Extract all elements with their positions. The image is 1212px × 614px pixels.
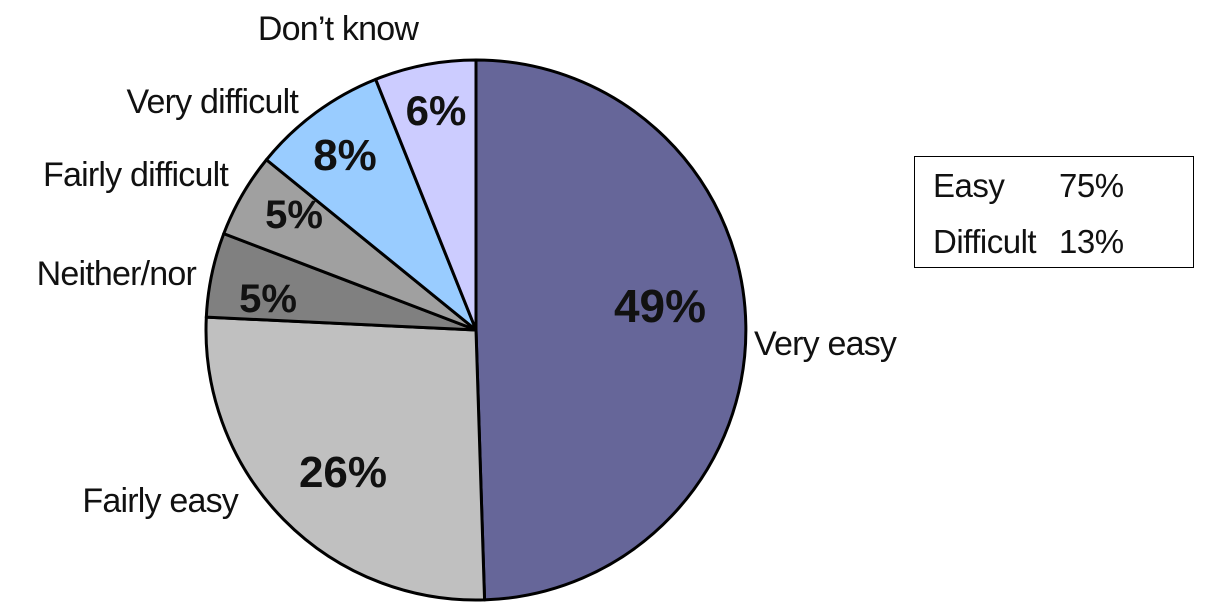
pie-slice-fairly-easy (204, 315, 487, 602)
summary-box: Easy 75% Difficult 13% (914, 156, 1194, 268)
pie-slice-don-t-know (374, 58, 478, 332)
category-labels: Very easy Fairly easy Neither/nor Fairly di… (37, 10, 898, 520)
pie-category-label-fairly-easy: Fairly easy (82, 482, 238, 520)
pie-slice-very-easy (474, 58, 748, 602)
pie-percent-label-very-difficult: 8% (313, 131, 377, 180)
summary-label: Easy (933, 167, 1005, 204)
pie-percent-label-don-t-know: 6% (406, 87, 467, 134)
summary-row-easy: Easy 75% (933, 167, 1124, 205)
pie-percent-label-neither-nor: 5% (239, 277, 297, 321)
pie-category-label-very-difficult: Very difficult (127, 83, 300, 121)
pie-slices (204, 58, 748, 602)
pie-category-label-don-t-know: Don’t know (258, 10, 419, 48)
pie-category-label-neither-nor: Neither/nor (37, 255, 197, 293)
pie-category-label-very-easy: Very easy (754, 325, 897, 363)
summary-value: 75% (1059, 167, 1124, 204)
pie-category-label-fairly-difficult: Fairly difficult (43, 156, 229, 194)
summary-label: Difficult (933, 223, 1037, 260)
summary-row-difficult: Difficult 13% (933, 223, 1124, 261)
pie-percent-label-very-easy: 49% (614, 280, 706, 332)
pie-percent-label-fairly-difficult: 5% (265, 193, 323, 237)
pie-slice-very-difficult (264, 77, 478, 332)
pie-percent-label-fairly-easy: 26% (299, 448, 387, 497)
summary-value: 13% (1059, 223, 1124, 260)
percent-labels: 49% 26% 5% 5% 8% 6% (239, 87, 706, 497)
